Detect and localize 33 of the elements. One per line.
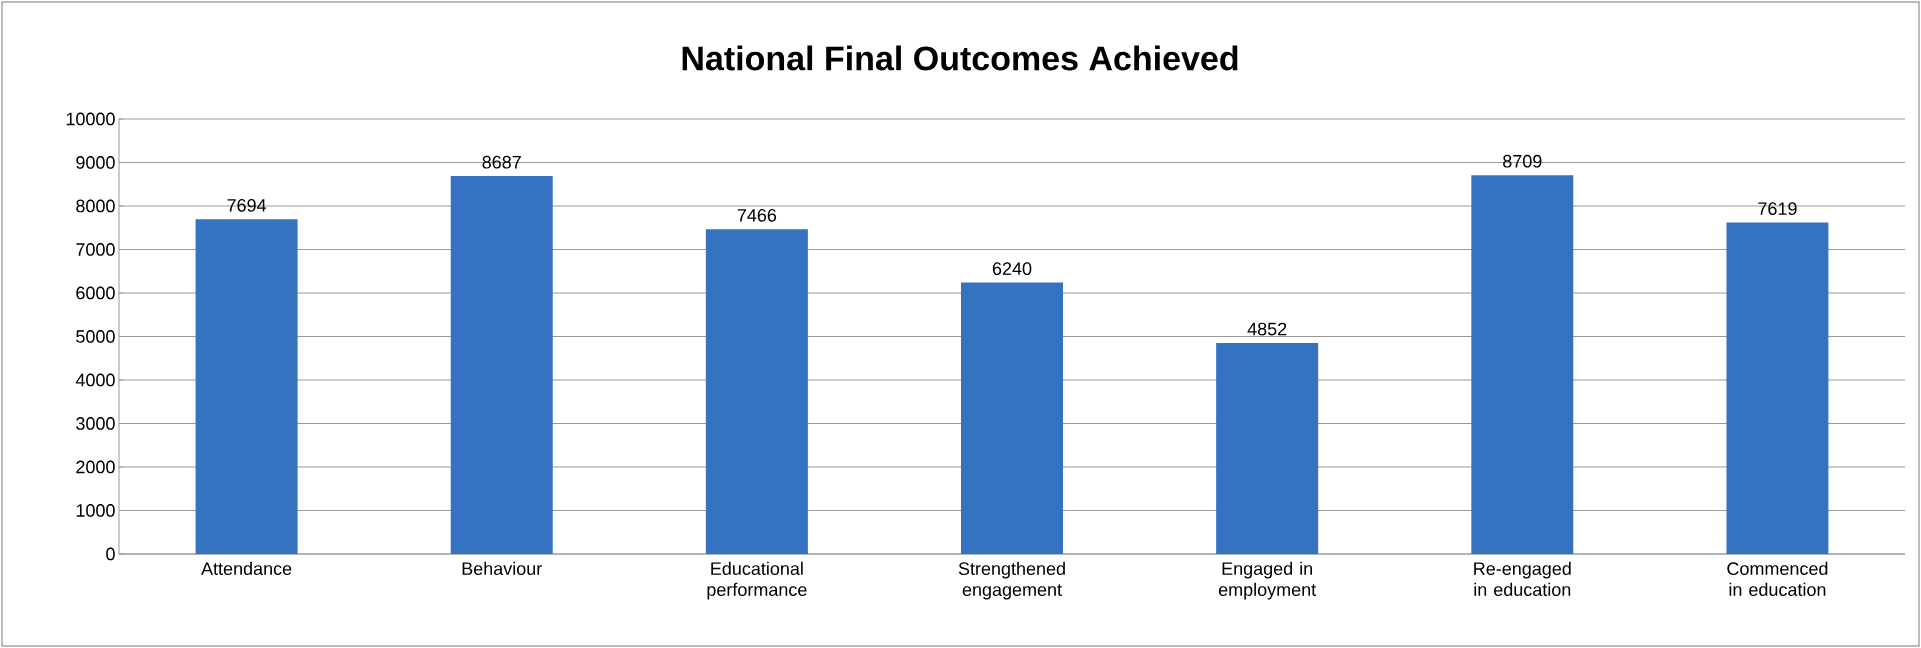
- y-tick-label: 7000: [76, 243, 115, 256]
- x-tick-label: Engaged in employment: [1218, 561, 1317, 600]
- bar: [961, 282, 1064, 554]
- x-tick-label: Commenced in education: [1727, 561, 1828, 597]
- data-label: 7694: [227, 199, 267, 212]
- y-tick-label: 3000: [76, 417, 115, 430]
- bar: [1471, 175, 1574, 554]
- data-label: 4852: [1247, 322, 1287, 336]
- bar: [195, 219, 298, 554]
- y-tick-label: 5000: [76, 330, 115, 343]
- y-tick-label: 8000: [76, 199, 115, 213]
- data-label: 8709: [1503, 154, 1542, 168]
- y-tick-label: 10000: [66, 112, 115, 126]
- bar: [705, 229, 808, 554]
- x-tick-label: Educational performance: [707, 561, 807, 600]
- data-label: 6240: [992, 262, 1032, 276]
- y-tick-label: 6000: [76, 286, 115, 300]
- x-tick-label: Re-engaged in education: [1474, 561, 1571, 597]
- y-tick-label: 4000: [75, 373, 115, 387]
- y-tick-label: 0: [106, 547, 115, 561]
- data-label: 7466: [737, 208, 777, 222]
- y-tick-label: 9000: [76, 156, 115, 169]
- data-label: 8687: [482, 155, 521, 169]
- bar: [1216, 342, 1319, 554]
- x-tick-label: Strengthened engagement: [958, 561, 1065, 600]
- y-tick-label: 2000: [76, 460, 115, 474]
- x-tick-label: Attendance: [201, 561, 292, 576]
- bar: [1726, 222, 1829, 554]
- x-tick-label: Behaviour: [462, 561, 542, 576]
- y-tick-label: 1000: [76, 504, 115, 517]
- chart-title: National Final Outcomes Achieved: [682, 45, 1238, 71]
- bar: [450, 176, 553, 554]
- data-label: 7619: [1758, 202, 1797, 216]
